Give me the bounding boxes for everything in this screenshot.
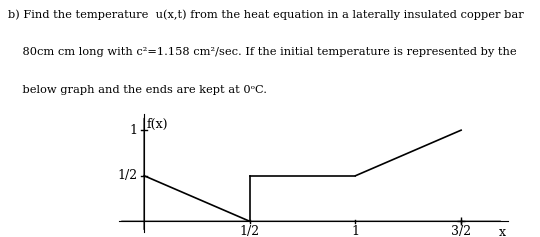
- Text: 1/2: 1/2: [118, 169, 138, 182]
- Text: 1: 1: [352, 225, 360, 237]
- Text: b) Find the temperature  u(x,t) from the heat equation in a laterally insulated : b) Find the temperature u(x,t) from the …: [8, 9, 524, 20]
- Text: 1: 1: [130, 124, 138, 137]
- Text: 1/2: 1/2: [240, 225, 260, 237]
- Text: below graph and the ends are kept at 0ᵒC.: below graph and the ends are kept at 0ᵒC…: [8, 85, 267, 95]
- Text: f(x): f(x): [146, 118, 168, 131]
- Text: 3/2: 3/2: [451, 225, 471, 237]
- Text: x: x: [498, 226, 505, 237]
- Text: 80cm cm long with c²=1.158 cm²/sec. If the initial temperature is represented by: 80cm cm long with c²=1.158 cm²/sec. If t…: [8, 47, 517, 57]
